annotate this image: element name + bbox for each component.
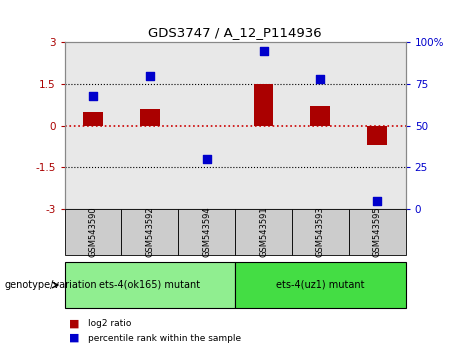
Text: ets-4(uz1) mutant: ets-4(uz1) mutant (276, 280, 365, 290)
Text: GSM543591: GSM543591 (259, 206, 268, 257)
Text: GSM543593: GSM543593 (316, 206, 325, 257)
Text: GSM543590: GSM543590 (89, 206, 97, 257)
Point (260, 48, 267, 53)
Text: ■: ■ (69, 333, 80, 343)
Text: log2 ratio: log2 ratio (88, 319, 131, 329)
Bar (140, 109, 160, 126)
Point (317, 76, 324, 82)
Text: ets-4(ok165) mutant: ets-4(ok165) mutant (99, 280, 201, 290)
Point (89, 93, 97, 98)
Text: ■: ■ (69, 319, 80, 329)
Text: percentile rank within the sample: percentile rank within the sample (88, 333, 241, 343)
Point (373, 198, 381, 203)
Point (203, 156, 210, 162)
Text: genotype/variation: genotype/variation (5, 280, 97, 290)
Title: GDS3747 / A_12_P114936: GDS3747 / A_12_P114936 (148, 25, 322, 39)
Bar (310, 106, 331, 126)
Bar (254, 84, 273, 126)
Text: GSM543594: GSM543594 (202, 206, 211, 257)
Point (146, 73, 154, 79)
Text: GSM543595: GSM543595 (373, 206, 382, 257)
Bar (83, 112, 103, 126)
Bar (367, 126, 387, 145)
Text: GSM543592: GSM543592 (145, 206, 154, 257)
